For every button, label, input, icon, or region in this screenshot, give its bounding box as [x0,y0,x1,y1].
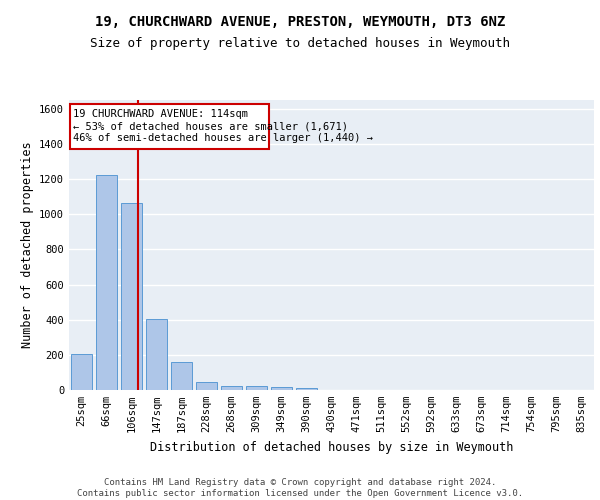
Text: Size of property relative to detached houses in Weymouth: Size of property relative to detached ho… [90,38,510,51]
Text: 19 CHURCHWARD AVENUE: 114sqm: 19 CHURCHWARD AVENUE: 114sqm [73,109,248,119]
Bar [96,174,117,390]
Bar [71,354,92,390]
Bar [171,362,192,390]
Bar [146,319,167,390]
X-axis label: Distribution of detached houses by size in Weymouth: Distribution of detached houses by size … [150,440,513,454]
Bar [296,388,317,390]
Bar [271,388,292,390]
Text: 46% of semi-detached houses are larger (1,440) →: 46% of semi-detached houses are larger (… [73,134,373,143]
Y-axis label: Number of detached properties: Number of detached properties [20,142,34,348]
FancyBboxPatch shape [70,104,269,149]
Text: Contains HM Land Registry data © Crown copyright and database right 2024.
Contai: Contains HM Land Registry data © Crown c… [77,478,523,498]
Text: 19, CHURCHWARD AVENUE, PRESTON, WEYMOUTH, DT3 6NZ: 19, CHURCHWARD AVENUE, PRESTON, WEYMOUTH… [95,15,505,29]
Bar [246,386,267,390]
Bar [221,386,242,390]
Text: ← 53% of detached houses are smaller (1,671): ← 53% of detached houses are smaller (1,… [73,121,348,131]
Bar [121,203,142,390]
Bar [196,382,217,390]
